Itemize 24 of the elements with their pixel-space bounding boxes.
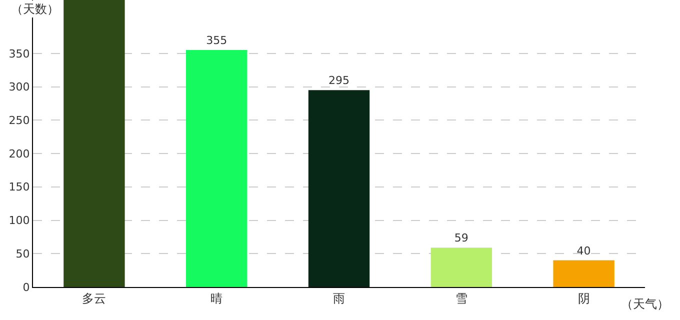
y-tick-label: 300 [8, 80, 30, 94]
x-tick-label: 多云 [82, 291, 106, 306]
bar [64, 0, 125, 287]
y-axis-title: （天数） [11, 2, 59, 16]
x-tick-label: 雪 [455, 291, 468, 306]
y-tick-label: 50 [16, 247, 30, 260]
bar [186, 50, 248, 287]
y-tick-label: 0 [22, 280, 30, 294]
x-tick-label: 阴 [578, 291, 590, 306]
y-tick-label: 100 [8, 214, 30, 228]
y-tick-label: 250 [8, 114, 30, 127]
y-tick-label: 150 [8, 180, 30, 194]
data-label: 40 [576, 244, 591, 258]
x-axis-title: （天气） [621, 297, 669, 311]
data-label: 355 [206, 34, 228, 48]
bar [308, 90, 370, 287]
bar [430, 248, 492, 287]
y-tick-label: 200 [8, 147, 30, 160]
data-label: 59 [454, 232, 468, 245]
bar [553, 260, 614, 287]
x-tick-label: 晴 [210, 291, 223, 306]
y-tick-label: 350 [8, 47, 30, 60]
x-tick-label: 雨 [333, 291, 345, 306]
data-label: 295 [328, 74, 350, 88]
